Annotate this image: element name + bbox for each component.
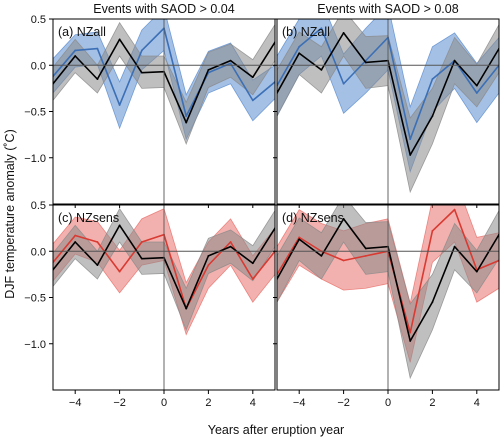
data-point-subset xyxy=(298,236,301,239)
panel-4: −4 −2 0 2 4 (d) NZsens xyxy=(273,204,500,409)
data-point-subset xyxy=(140,241,143,243)
data-point-all-events xyxy=(140,71,143,74)
data-point-subset xyxy=(185,115,188,118)
y-tick-label: 0.5 xyxy=(31,200,46,212)
data-point-all-events xyxy=(342,217,345,220)
uncertainty-band-all-events xyxy=(277,19,499,194)
data-point-subset xyxy=(207,264,210,267)
data-point-subset xyxy=(74,49,77,52)
column-title-left: Events with SAOD > 0.04 xyxy=(93,2,234,16)
data-point-subset xyxy=(74,234,77,237)
data-point-all-events xyxy=(453,245,456,248)
data-point-subset xyxy=(118,104,121,106)
data-point-all-events xyxy=(431,301,434,304)
data-point-subset xyxy=(409,331,412,334)
data-point-subset xyxy=(431,230,434,232)
x-tick-label: −4 xyxy=(69,397,82,409)
x-tick-label: 2 xyxy=(429,397,435,409)
y-tick-label: 0.0 xyxy=(31,60,46,72)
panel-3: −1.0 −0.5 0.0 0.5 −4 −2 0 2 4 (c) NZsens xyxy=(24,200,276,409)
data-point-subset xyxy=(475,92,478,94)
data-point-all-events xyxy=(185,121,188,124)
data-point-all-events xyxy=(475,84,478,87)
data-point-subset xyxy=(320,27,323,30)
panel-label: (a) NZall xyxy=(58,25,106,39)
data-point-all-events xyxy=(74,55,77,57)
data-point-subset xyxy=(96,47,99,50)
uncertainty-band-all-events xyxy=(277,205,499,380)
data-point-subset xyxy=(251,278,254,280)
data-point-subset xyxy=(453,208,456,211)
data-point-subset xyxy=(118,270,121,273)
data-point-subset xyxy=(364,254,367,257)
data-point-all-events xyxy=(140,257,143,260)
data-point-all-events xyxy=(118,224,121,227)
data-point-subset xyxy=(229,241,232,243)
data-point-all-events xyxy=(96,264,99,267)
data-point-all-events xyxy=(409,340,412,342)
x-axis-label: Years after eruption year xyxy=(208,423,344,437)
data-point-subset xyxy=(96,241,99,243)
x-tick-label: 4 xyxy=(250,397,256,409)
data-point-subset xyxy=(229,62,232,65)
data-point-all-events xyxy=(453,59,456,62)
data-point-all-events xyxy=(431,115,434,118)
data-point-all-events xyxy=(320,254,323,257)
data-point-all-events xyxy=(298,52,301,55)
panel-2: (b) NZall xyxy=(273,18,500,208)
x-tick-label: 4 xyxy=(474,397,480,409)
data-point-all-events xyxy=(320,68,323,71)
y-tick-label: −0.5 xyxy=(24,293,46,305)
y-tick-label: −0.5 xyxy=(24,107,46,119)
data-point-all-events xyxy=(229,59,232,62)
x-tick-label: −2 xyxy=(337,397,350,409)
data-point-all-events xyxy=(364,61,367,64)
y-tick-label: 0.0 xyxy=(31,246,46,258)
x-tick-label: 2 xyxy=(205,397,211,409)
x-tick-label: −2 xyxy=(113,397,126,409)
data-point-subset xyxy=(298,45,301,48)
data-point-all-events xyxy=(298,238,301,241)
data-point-all-events xyxy=(207,254,210,257)
x-tick-label: −4 xyxy=(293,397,306,409)
data-point-all-events xyxy=(207,68,210,71)
panel-label: (c) NZsens xyxy=(58,211,119,225)
data-point-all-events xyxy=(409,154,412,156)
x-tick-label: 0 xyxy=(385,397,391,409)
data-point-all-events xyxy=(229,245,232,248)
data-point-subset xyxy=(342,259,345,262)
data-point-subset xyxy=(342,82,345,85)
data-point-all-events xyxy=(251,262,254,265)
data-point-all-events xyxy=(185,307,188,310)
x-tick-label: 0 xyxy=(161,397,167,409)
data-point-subset xyxy=(409,138,412,141)
data-point-all-events xyxy=(475,270,478,273)
data-point-all-events xyxy=(96,78,99,81)
panel-label: (b) NZall xyxy=(282,25,330,39)
data-point-all-events xyxy=(251,76,254,79)
data-point-all-events xyxy=(342,31,345,34)
panels: −1.0 −0.5 0.0 0.5 (a) NZall (b) NZall −1.0 −0.5… xyxy=(24,14,500,409)
data-point-subset xyxy=(431,78,434,81)
data-point-subset xyxy=(251,99,254,102)
data-point-all-events xyxy=(74,241,77,243)
y-tick-label: −1.0 xyxy=(24,339,46,351)
data-point-all-events xyxy=(364,247,367,250)
data-point-all-events xyxy=(118,38,121,41)
y-axis-label: DJF temperature anomaly (˚C) xyxy=(3,129,17,299)
panel-label: (d) NZsens xyxy=(282,211,344,225)
data-point-subset xyxy=(140,49,143,52)
panel-1: −1.0 −0.5 0.0 0.5 (a) NZall xyxy=(24,14,276,208)
column-title-right: Events with SAOD > 0.08 xyxy=(317,2,458,16)
y-tick-label: −1.0 xyxy=(24,153,46,165)
y-tick-label: 0.5 xyxy=(31,14,46,26)
